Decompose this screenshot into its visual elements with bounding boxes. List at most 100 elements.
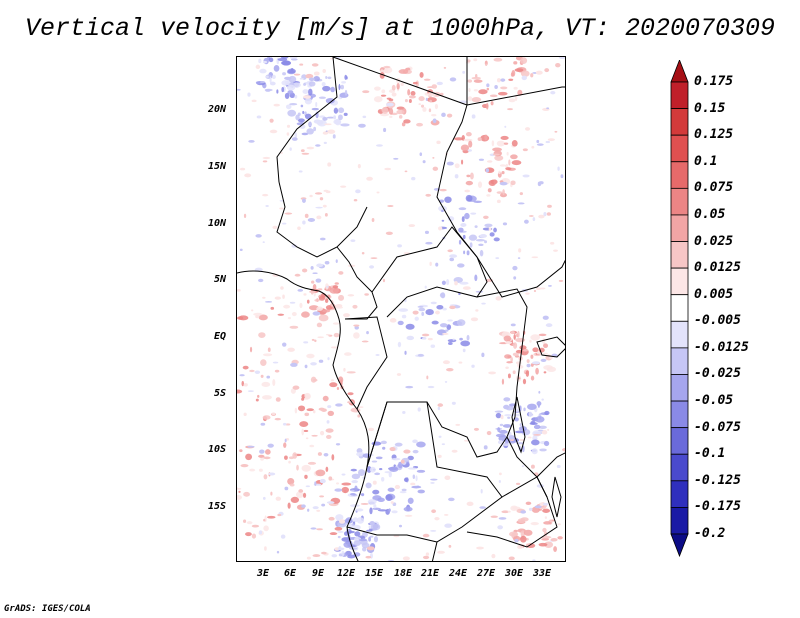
field-speckle — [473, 58, 478, 62]
field-speckle — [533, 424, 541, 430]
field-speckle — [348, 530, 355, 534]
field-speckle — [446, 113, 453, 118]
lon-label: 27E — [477, 568, 496, 579]
field-speckle — [350, 493, 356, 496]
field-speckle — [404, 350, 407, 355]
field-speckle — [441, 443, 446, 446]
field-speckle — [312, 506, 319, 510]
field-speckle — [322, 116, 328, 121]
field-speckle — [275, 397, 281, 402]
field-speckle — [358, 123, 366, 128]
field-speckle — [308, 290, 316, 293]
field-speckle — [536, 287, 542, 291]
colorbar-segment — [670, 187, 689, 216]
field-speckle — [239, 374, 245, 377]
field-speckle — [260, 374, 264, 378]
field-speckle — [532, 347, 539, 353]
lon-label: 21E — [421, 568, 440, 579]
field-speckle — [403, 449, 411, 454]
field-speckle — [510, 413, 521, 417]
field-speckle — [340, 84, 344, 90]
field-speckle — [435, 310, 440, 315]
field-speckle — [461, 135, 465, 141]
field-speckle — [466, 250, 470, 256]
field-speckle — [351, 480, 358, 484]
field-speckle — [528, 507, 533, 511]
field-speckle — [522, 174, 530, 178]
field-speckle — [511, 160, 522, 166]
field-speckle — [302, 198, 306, 203]
field-speckle — [456, 319, 466, 326]
field-speckle — [534, 505, 542, 509]
field-speckle — [510, 356, 513, 363]
field-speckle — [368, 427, 375, 432]
lake-tanganyika — [511, 396, 526, 454]
field-speckle — [237, 487, 242, 490]
field-speckle — [323, 141, 327, 145]
field-speckle — [533, 434, 541, 436]
field-speckle — [253, 312, 263, 316]
field-speckle — [287, 347, 295, 352]
field-speckle — [449, 305, 456, 310]
field-speckle — [501, 170, 505, 175]
field-speckle — [530, 334, 541, 341]
field-speckle — [447, 319, 453, 322]
field-speckle — [511, 140, 518, 147]
field-speckle — [447, 249, 453, 253]
field-speckle — [258, 454, 265, 458]
field-speckle — [544, 516, 548, 519]
field-speckle — [321, 551, 327, 555]
field-speckle — [271, 74, 276, 80]
field-speckle — [382, 446, 386, 450]
field-speckle — [465, 194, 473, 202]
field-speckle — [277, 513, 282, 517]
field-speckle — [327, 76, 332, 80]
field-speckle — [510, 154, 518, 160]
field-speckle — [368, 536, 371, 542]
field-speckle — [416, 122, 423, 127]
field-speckle — [542, 315, 549, 320]
field-speckle — [548, 284, 552, 287]
field-speckle — [262, 415, 271, 420]
field-speckle — [379, 468, 383, 471]
field-speckle — [441, 112, 446, 118]
field-speckle — [444, 523, 453, 528]
field-speckle — [353, 198, 358, 202]
field-speckle — [365, 555, 372, 559]
field-speckle — [326, 501, 335, 504]
field-speckle — [430, 344, 436, 348]
field-speckle — [493, 153, 500, 156]
field-speckle — [338, 83, 341, 91]
field-speckle — [475, 290, 484, 293]
field-speckle — [503, 335, 512, 342]
field-speckle — [282, 294, 285, 299]
field-speckle — [483, 215, 489, 219]
field-speckle — [471, 76, 481, 80]
field-speckle — [316, 509, 321, 512]
field-speckle — [489, 232, 495, 237]
field-speckle — [341, 473, 346, 476]
field-speckle — [491, 553, 496, 559]
field-speckle — [320, 430, 325, 436]
field-speckle — [361, 340, 369, 343]
field-speckle — [328, 476, 333, 481]
field-speckle — [340, 123, 350, 127]
field-speckle — [515, 337, 526, 343]
field-speckle — [350, 489, 355, 492]
field-speckle — [323, 452, 329, 457]
field-speckle — [549, 356, 553, 360]
field-speckle — [499, 181, 508, 186]
field-speckle — [329, 382, 338, 388]
field-speckle — [302, 492, 307, 498]
field-speckle — [357, 164, 361, 169]
field-speckle — [513, 342, 518, 349]
field-speckle — [301, 464, 311, 472]
field-speckle — [304, 113, 312, 120]
field-speckle — [307, 218, 316, 222]
field-speckle — [523, 529, 533, 536]
field-speckle — [267, 443, 274, 448]
field-speckle — [384, 167, 392, 171]
field-speckle — [335, 482, 340, 485]
colorbar-segment — [670, 320, 689, 349]
field-speckle — [467, 149, 472, 152]
